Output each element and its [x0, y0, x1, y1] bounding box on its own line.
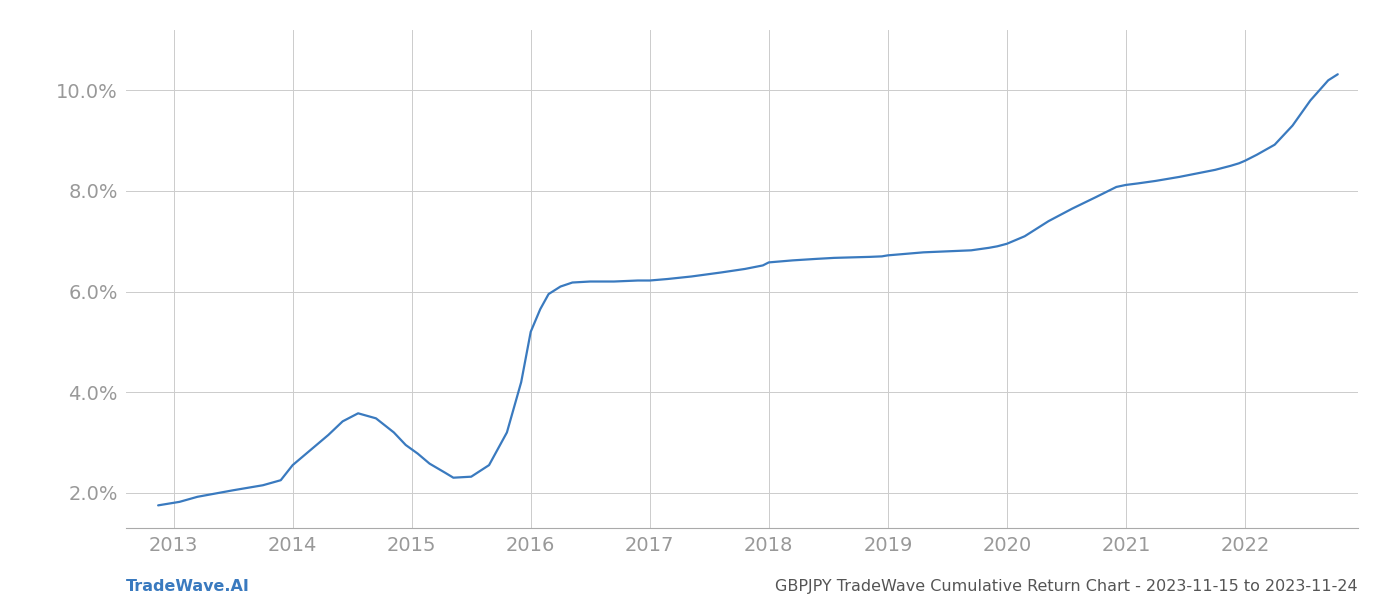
Text: GBPJPY TradeWave Cumulative Return Chart - 2023-11-15 to 2023-11-24: GBPJPY TradeWave Cumulative Return Chart… — [776, 579, 1358, 594]
Text: TradeWave.AI: TradeWave.AI — [126, 579, 249, 594]
